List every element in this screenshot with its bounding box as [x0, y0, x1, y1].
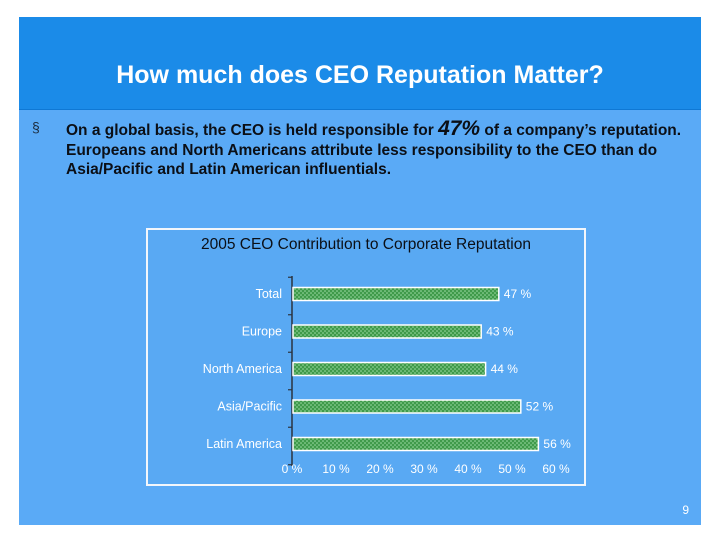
- bullet-highlight: 47%: [438, 117, 481, 140]
- value-label: 56 %: [543, 437, 571, 451]
- x-tick-label: 10 %: [322, 462, 350, 476]
- bar: [292, 399, 522, 414]
- bullet-text-before: On a global basis, the CEO is held respo…: [66, 122, 439, 139]
- bar: [292, 286, 500, 302]
- category-label: Latin America: [206, 437, 282, 451]
- value-label: 47 %: [504, 287, 532, 301]
- x-tick-label: 40 %: [454, 462, 482, 476]
- category-label: Total: [256, 287, 282, 301]
- bar-chart: Total 47 % Europe 43 % North America 44 % Asia…: [203, 276, 571, 476]
- x-tick-label: 50 %: [498, 462, 526, 476]
- category-label: Asia/Pacific: [217, 400, 282, 414]
- x-tick-label: 0 %: [282, 462, 303, 476]
- bullet-text-after: of a company’s reputation. Europeans and…: [66, 122, 682, 178]
- bar: [292, 436, 540, 452]
- x-tick-label: 30 %: [410, 462, 438, 476]
- slide: How much does CEO Reputation Matter? § O…: [19, 17, 701, 525]
- page-number: 9: [682, 503, 689, 517]
- value-label: 52 %: [526, 400, 554, 414]
- title-bar: How much does CEO Reputation Matter?: [19, 17, 701, 110]
- chart-panel: 2005 CEO Contribution to Corporate Reput…: [146, 228, 586, 486]
- category-label: Europe: [242, 325, 282, 339]
- bullet-marker: §: [32, 119, 40, 135]
- category-label: North America: [203, 362, 282, 376]
- bar: [292, 324, 482, 339]
- chart-title: 2005 CEO Contribution to Corporate Reput…: [200, 236, 531, 253]
- x-tick-label: 20 %: [366, 462, 394, 476]
- bar: [292, 361, 487, 377]
- value-label: 44 %: [491, 362, 519, 376]
- value-label: 43 %: [486, 325, 514, 339]
- slide-title: How much does CEO Reputation Matter?: [116, 61, 604, 89]
- bullet-text: On a global basis, the CEO is held respo…: [66, 117, 696, 180]
- x-tick-label: 60 %: [542, 462, 570, 476]
